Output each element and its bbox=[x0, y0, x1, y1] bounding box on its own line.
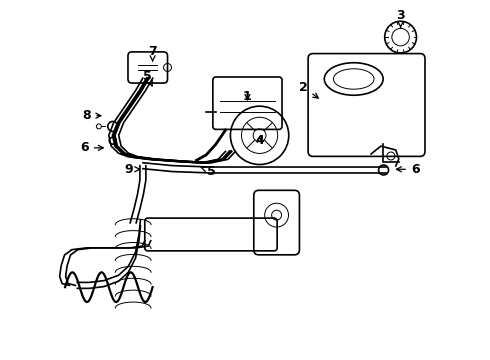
Text: 6: 6 bbox=[80, 141, 103, 154]
Text: 4: 4 bbox=[255, 134, 264, 147]
Text: 1: 1 bbox=[243, 90, 252, 103]
Text: 2: 2 bbox=[299, 81, 318, 98]
Text: 5: 5 bbox=[144, 70, 152, 86]
Text: 8: 8 bbox=[83, 109, 101, 122]
Text: 3: 3 bbox=[396, 9, 405, 28]
Text: 6: 6 bbox=[396, 163, 419, 176]
Text: 7: 7 bbox=[148, 45, 157, 61]
Text: 9: 9 bbox=[124, 163, 140, 176]
Text: 5: 5 bbox=[201, 165, 215, 177]
